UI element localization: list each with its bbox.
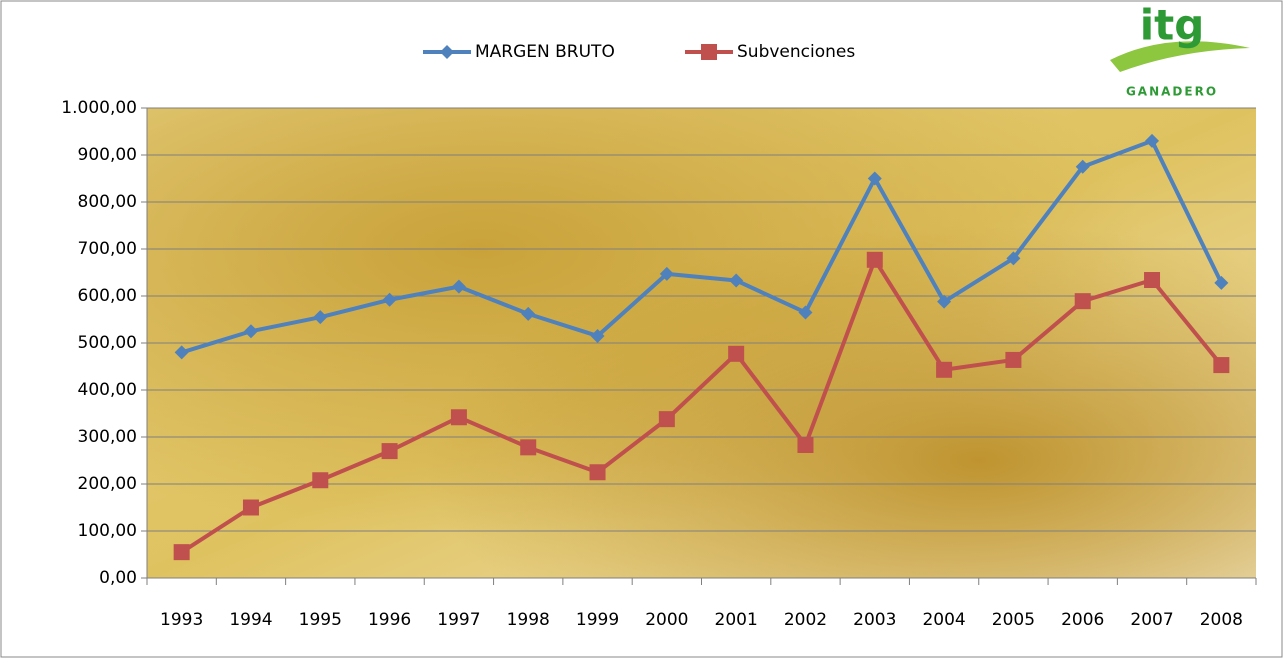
point — [659, 266, 674, 281]
y-tick-label: 900,00 — [78, 145, 137, 165]
y-tick-label: 800,00 — [78, 192, 137, 212]
legend-label: MARGEN BRUTO — [475, 42, 615, 62]
point — [1006, 251, 1021, 266]
point — [451, 279, 466, 294]
point — [1213, 357, 1230, 374]
x-tick-label: 1997 — [437, 610, 480, 630]
point — [450, 409, 467, 426]
point — [174, 345, 189, 360]
x-tick-label: 1995 — [299, 610, 342, 630]
point — [1145, 133, 1160, 148]
x-tick-label: 1999 — [576, 610, 619, 630]
x-tick-label: 2000 — [645, 610, 688, 630]
y-tick-label: 700,00 — [78, 239, 137, 259]
point — [867, 171, 882, 186]
x-tick-label: 1993 — [160, 610, 203, 630]
series-line — [180, 257, 1223, 554]
x-tick-label: 2008 — [1200, 610, 1243, 630]
x-tick-label: 2002 — [784, 610, 827, 630]
point — [866, 251, 883, 268]
logo-mark: itg — [1140, 1, 1205, 50]
point — [382, 292, 397, 307]
x-tick-label: 1996 — [368, 610, 411, 630]
logo: itg GANADERO — [1110, 1, 1250, 99]
point — [173, 544, 190, 561]
point — [590, 328, 605, 343]
y-tick-label: 200,00 — [78, 474, 137, 494]
point — [728, 345, 745, 362]
x-tick-label: 2003 — [853, 610, 896, 630]
point — [313, 310, 328, 325]
point — [936, 361, 953, 378]
point — [1144, 272, 1161, 289]
y-tick-label: 100,00 — [78, 521, 137, 541]
point — [658, 411, 675, 428]
y-tick-label: 400,00 — [78, 380, 137, 400]
x-tick-label: 2005 — [992, 610, 1035, 630]
series-line — [181, 138, 1224, 355]
x-tick-label: 2006 — [1061, 610, 1104, 630]
point — [1075, 159, 1090, 174]
point — [521, 306, 536, 321]
y-tick-label: 500,00 — [78, 333, 137, 353]
y-tick-label: 0,00 — [99, 568, 137, 588]
point — [1214, 275, 1229, 290]
point — [937, 294, 952, 309]
point — [312, 472, 329, 489]
legend-marker — [701, 44, 717, 60]
legend-label: Subvenciones — [737, 42, 855, 62]
point — [520, 439, 537, 456]
y-tick-label: 1.000,00 — [61, 98, 137, 118]
point — [798, 305, 813, 320]
x-tick-label: 2007 — [1130, 610, 1173, 630]
x-tick-label: 2004 — [922, 610, 965, 630]
point — [242, 499, 259, 516]
y-tick-label: 600,00 — [78, 286, 137, 306]
logo-label: GANADERO — [1126, 85, 1218, 99]
point — [589, 464, 606, 481]
y-tick-label: 300,00 — [78, 427, 137, 447]
point — [729, 273, 744, 288]
point — [243, 324, 258, 339]
point — [381, 443, 398, 460]
legend-marker — [440, 45, 454, 59]
x-tick-label: 1994 — [229, 610, 272, 630]
point — [797, 436, 814, 453]
point — [1074, 293, 1091, 310]
x-tick-label: 2001 — [715, 610, 758, 630]
point — [1005, 351, 1022, 368]
x-tick-label: 1998 — [507, 610, 550, 630]
